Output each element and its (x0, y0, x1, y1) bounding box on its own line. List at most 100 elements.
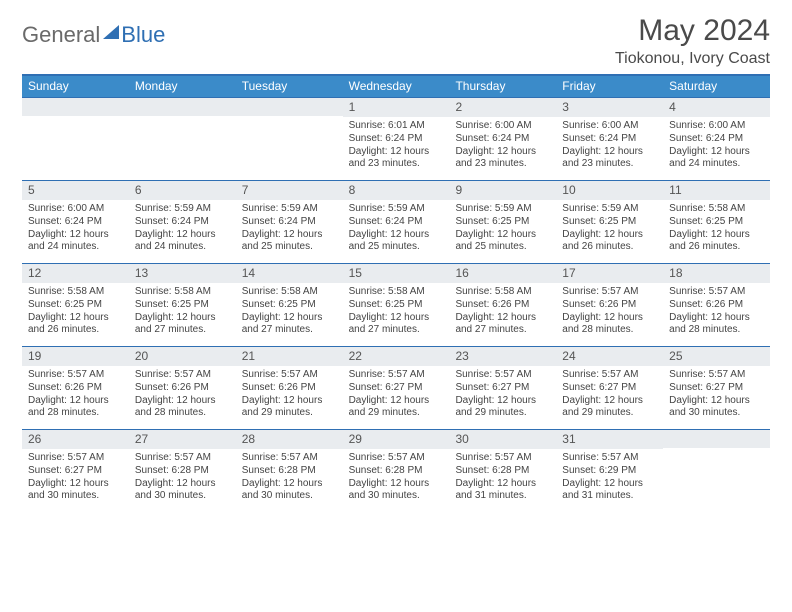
title-block: May 2024 Tiokonou, Ivory Coast (615, 14, 770, 68)
day-body: Sunrise: 5:57 AMSunset: 6:27 PMDaylight:… (343, 366, 450, 425)
day-number: 8 (343, 181, 450, 200)
sunrise-line: Sunrise: 5:58 AM (28, 286, 123, 299)
day-cell: 17Sunrise: 5:57 AMSunset: 6:26 PMDayligh… (556, 264, 663, 346)
day-body: Sunrise: 5:59 AMSunset: 6:25 PMDaylight:… (449, 200, 556, 259)
day-cell: 4Sunrise: 6:00 AMSunset: 6:24 PMDaylight… (663, 98, 770, 180)
day-cell: 12Sunrise: 5:58 AMSunset: 6:25 PMDayligh… (22, 264, 129, 346)
day-number (236, 98, 343, 116)
day-number: 18 (663, 264, 770, 283)
daylight-line: Daylight: 12 hours and 27 minutes. (135, 312, 230, 338)
day-cell: 15Sunrise: 5:58 AMSunset: 6:25 PMDayligh… (343, 264, 450, 346)
day-body: Sunrise: 5:57 AMSunset: 6:26 PMDaylight:… (236, 366, 343, 425)
sunset-line: Sunset: 6:28 PM (135, 465, 230, 478)
sunrise-line: Sunrise: 5:57 AM (349, 369, 444, 382)
day-number (22, 98, 129, 116)
day-number: 13 (129, 264, 236, 283)
daylight-line: Daylight: 12 hours and 25 minutes. (455, 229, 550, 255)
day-body: Sunrise: 5:57 AMSunset: 6:28 PMDaylight:… (343, 449, 450, 508)
daylight-line: Daylight: 12 hours and 30 minutes. (242, 478, 337, 504)
day-number: 24 (556, 347, 663, 366)
day-body: Sunrise: 5:57 AMSunset: 6:27 PMDaylight:… (22, 449, 129, 508)
day-number: 31 (556, 430, 663, 449)
day-number (663, 430, 770, 448)
sunrise-line: Sunrise: 5:57 AM (669, 286, 764, 299)
day-cell: 10Sunrise: 5:59 AMSunset: 6:25 PMDayligh… (556, 181, 663, 263)
day-body: Sunrise: 5:57 AMSunset: 6:28 PMDaylight:… (449, 449, 556, 508)
sunset-line: Sunset: 6:24 PM (349, 133, 444, 146)
logo-triangle-icon (103, 25, 119, 39)
day-number: 5 (22, 181, 129, 200)
day-body: Sunrise: 5:57 AMSunset: 6:26 PMDaylight:… (556, 283, 663, 342)
daylight-line: Daylight: 12 hours and 29 minutes. (242, 395, 337, 421)
sunrise-line: Sunrise: 5:59 AM (562, 203, 657, 216)
day-body: Sunrise: 5:58 AMSunset: 6:26 PMDaylight:… (449, 283, 556, 342)
week-row: 26Sunrise: 5:57 AMSunset: 6:27 PMDayligh… (22, 429, 770, 512)
dow-cell: Saturday (663, 76, 770, 97)
daylight-line: Daylight: 12 hours and 24 minutes. (28, 229, 123, 255)
day-cell: 11Sunrise: 5:58 AMSunset: 6:25 PMDayligh… (663, 181, 770, 263)
brand-logo: General Blue (22, 22, 165, 48)
day-cell: 22Sunrise: 5:57 AMSunset: 6:27 PMDayligh… (343, 347, 450, 429)
week-row: 19Sunrise: 5:57 AMSunset: 6:26 PMDayligh… (22, 346, 770, 429)
day-cell: 30Sunrise: 5:57 AMSunset: 6:28 PMDayligh… (449, 430, 556, 512)
day-cell (236, 98, 343, 180)
dow-cell: Wednesday (343, 76, 450, 97)
sunrise-line: Sunrise: 5:58 AM (135, 286, 230, 299)
day-body: Sunrise: 5:57 AMSunset: 6:28 PMDaylight:… (129, 449, 236, 508)
day-body: Sunrise: 5:58 AMSunset: 6:25 PMDaylight:… (343, 283, 450, 342)
sunset-line: Sunset: 6:25 PM (28, 299, 123, 312)
dow-cell: Sunday (22, 76, 129, 97)
daylight-line: Daylight: 12 hours and 28 minutes. (562, 312, 657, 338)
day-number: 4 (663, 98, 770, 117)
sunset-line: Sunset: 6:27 PM (562, 382, 657, 395)
day-number: 16 (449, 264, 556, 283)
day-body: Sunrise: 5:59 AMSunset: 6:24 PMDaylight:… (343, 200, 450, 259)
day-cell: 16Sunrise: 5:58 AMSunset: 6:26 PMDayligh… (449, 264, 556, 346)
day-cell: 31Sunrise: 5:57 AMSunset: 6:29 PMDayligh… (556, 430, 663, 512)
sunrise-line: Sunrise: 5:59 AM (349, 203, 444, 216)
day-body: Sunrise: 5:58 AMSunset: 6:25 PMDaylight:… (129, 283, 236, 342)
day-cell: 25Sunrise: 5:57 AMSunset: 6:27 PMDayligh… (663, 347, 770, 429)
sunset-line: Sunset: 6:27 PM (455, 382, 550, 395)
sunrise-line: Sunrise: 5:58 AM (349, 286, 444, 299)
day-body: Sunrise: 6:00 AMSunset: 6:24 PMDaylight:… (449, 117, 556, 176)
sunset-line: Sunset: 6:24 PM (455, 133, 550, 146)
day-number: 30 (449, 430, 556, 449)
day-body: Sunrise: 5:59 AMSunset: 6:24 PMDaylight:… (129, 200, 236, 259)
sunset-line: Sunset: 6:26 PM (242, 382, 337, 395)
daylight-line: Daylight: 12 hours and 27 minutes. (242, 312, 337, 338)
sunset-line: Sunset: 6:26 PM (455, 299, 550, 312)
daylight-line: Daylight: 12 hours and 28 minutes. (135, 395, 230, 421)
day-body: Sunrise: 5:59 AMSunset: 6:25 PMDaylight:… (556, 200, 663, 259)
daylight-line: Daylight: 12 hours and 31 minutes. (455, 478, 550, 504)
day-number: 10 (556, 181, 663, 200)
day-number: 22 (343, 347, 450, 366)
day-number: 20 (129, 347, 236, 366)
day-cell: 14Sunrise: 5:58 AMSunset: 6:25 PMDayligh… (236, 264, 343, 346)
sunset-line: Sunset: 6:27 PM (669, 382, 764, 395)
day-body: Sunrise: 6:01 AMSunset: 6:24 PMDaylight:… (343, 117, 450, 176)
week-row: 12Sunrise: 5:58 AMSunset: 6:25 PMDayligh… (22, 263, 770, 346)
day-number: 23 (449, 347, 556, 366)
sunrise-line: Sunrise: 6:01 AM (349, 120, 444, 133)
location-label: Tiokonou, Ivory Coast (615, 50, 770, 68)
day-number: 11 (663, 181, 770, 200)
sunset-line: Sunset: 6:25 PM (349, 299, 444, 312)
sunset-line: Sunset: 6:26 PM (28, 382, 123, 395)
sunset-line: Sunset: 6:28 PM (455, 465, 550, 478)
sunset-line: Sunset: 6:25 PM (562, 216, 657, 229)
sunset-line: Sunset: 6:24 PM (28, 216, 123, 229)
day-number: 7 (236, 181, 343, 200)
daylight-line: Daylight: 12 hours and 30 minutes. (28, 478, 123, 504)
day-number (129, 98, 236, 116)
day-cell: 8Sunrise: 5:59 AMSunset: 6:24 PMDaylight… (343, 181, 450, 263)
day-cell: 28Sunrise: 5:57 AMSunset: 6:28 PMDayligh… (236, 430, 343, 512)
sunrise-line: Sunrise: 5:57 AM (562, 286, 657, 299)
sunrise-line: Sunrise: 5:59 AM (455, 203, 550, 216)
page-header: General Blue May 2024 Tiokonou, Ivory Co… (22, 14, 770, 68)
day-cell: 19Sunrise: 5:57 AMSunset: 6:26 PMDayligh… (22, 347, 129, 429)
sunrise-line: Sunrise: 5:57 AM (135, 452, 230, 465)
sunrise-line: Sunrise: 5:57 AM (562, 452, 657, 465)
day-body: Sunrise: 6:00 AMSunset: 6:24 PMDaylight:… (22, 200, 129, 259)
sunset-line: Sunset: 6:24 PM (242, 216, 337, 229)
